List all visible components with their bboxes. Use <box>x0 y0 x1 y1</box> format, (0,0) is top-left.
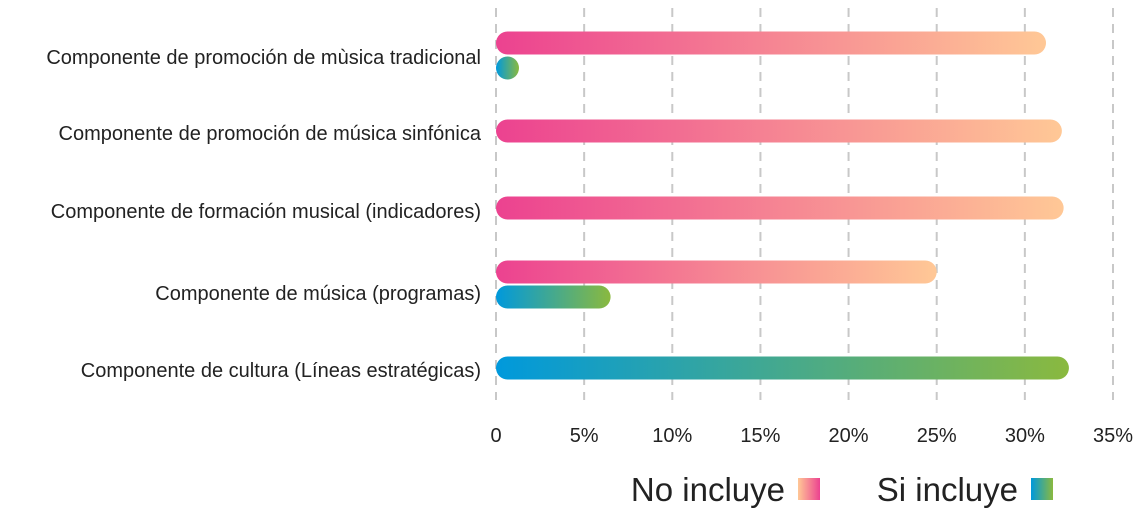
bar-si-incluye <box>496 56 519 80</box>
category-labels: Componente de promoción de mùsica tradic… <box>46 47 482 382</box>
bar-no-incluye <box>496 196 1064 220</box>
category-label: Componente de promoción de mùsica tradic… <box>46 47 481 69</box>
bar-si-incluye <box>496 285 611 309</box>
bar-no-incluye <box>496 119 1062 143</box>
x-tick-label: 5% <box>570 425 599 447</box>
x-tick-label: 15% <box>740 425 780 447</box>
category-label: Componente de formación musical (indicad… <box>51 201 481 223</box>
legend-swatch-si-incluye <box>1031 478 1053 500</box>
x-axis-ticks: 0 5% 10% 15% 20% 25% 30% 35% <box>490 425 1133 447</box>
legend-label-si-incluye: Si incluye <box>877 471 1018 508</box>
bar-si-incluye <box>496 356 1069 380</box>
bar-no-incluye <box>496 260 937 284</box>
category-label: Componente de cultura (Líneas estratégic… <box>81 360 481 382</box>
category-label: Componente de promoción de música sinfón… <box>59 123 482 145</box>
legend-swatch-no-incluye <box>798 478 820 500</box>
x-tick-label: 35% <box>1093 425 1133 447</box>
category-label: Componente de música (programas) <box>155 283 481 305</box>
legend: No incluye Si incluye <box>631 471 1053 508</box>
bars <box>496 31 1069 380</box>
bar-no-incluye <box>496 31 1047 55</box>
x-tick-label: 30% <box>1005 425 1045 447</box>
legend-label-no-incluye: No incluye <box>631 471 785 508</box>
x-tick-label: 0 <box>490 425 501 447</box>
x-tick-label: 20% <box>829 425 869 447</box>
x-tick-label: 25% <box>917 425 957 447</box>
x-tick-label: 10% <box>652 425 692 447</box>
